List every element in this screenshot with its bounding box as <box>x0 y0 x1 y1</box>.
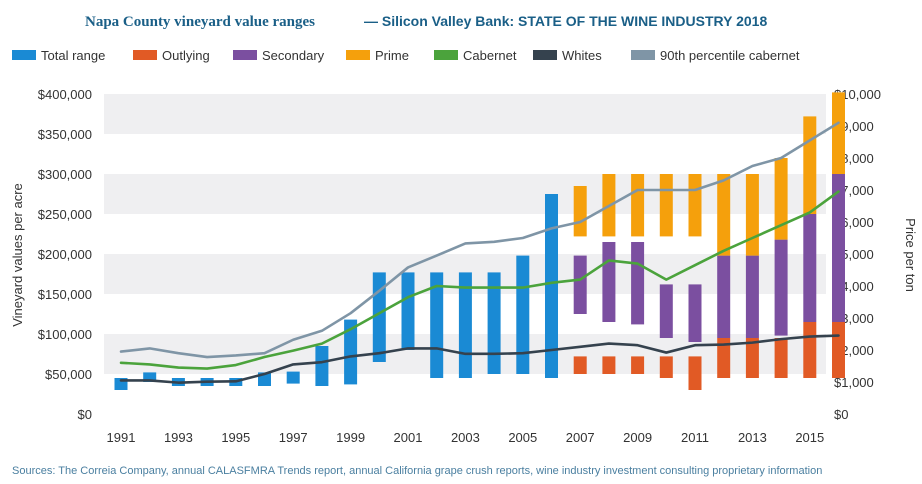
prime-bar <box>573 186 587 237</box>
x-tick-label: 1993 <box>164 430 193 445</box>
x-axis-ticks: 1991 1993 1995 1997 1999 2001 2003 2005 2007 2009… <box>107 430 825 445</box>
right-axis-label: Price per ton <box>903 218 918 292</box>
secondary-bar <box>688 284 702 342</box>
left-tick-label: $400,000 <box>38 87 92 102</box>
total-range-bar <box>430 272 444 378</box>
outlying-bar <box>659 356 673 378</box>
secondary-bar <box>602 242 616 322</box>
total-range-bar <box>516 255 530 374</box>
prime-bar <box>774 158 788 240</box>
legend-label: Outlying <box>162 48 210 63</box>
x-tick-label: 2009 <box>623 430 652 445</box>
cabernet-line <box>119 190 840 370</box>
legend-label: 90th percentile cabernet <box>660 48 800 63</box>
secondary-bar <box>631 242 645 325</box>
legend-swatch <box>133 50 157 60</box>
legend-swatch <box>233 50 257 60</box>
left-tick-label: $200,000 <box>38 247 92 262</box>
chart-subtitle: — Silicon Valley Bank: STATE OF THE WINE… <box>364 13 767 29</box>
total-range-bar <box>315 346 329 386</box>
cabernet-90th-line <box>119 121 840 359</box>
secondary-bar <box>745 255 759 338</box>
left-tick-label: $300,000 <box>38 167 92 182</box>
background-band <box>104 174 826 214</box>
total-range-bar <box>458 272 472 378</box>
prime-bar <box>659 174 673 237</box>
left-tick-label: $0 <box>78 407 92 422</box>
outlying-bar <box>602 356 616 374</box>
secondary-bar <box>659 284 673 338</box>
prime-bar <box>631 174 645 237</box>
secondary-bar <box>774 239 788 336</box>
legend: Total range Outlying Secondary Prime Caberne… <box>12 48 800 63</box>
secondary-bar <box>803 214 817 322</box>
outlying-bar <box>745 338 759 378</box>
outlying-bar <box>832 322 845 378</box>
left-axis-ticks: $0 $50,000 $100,000 $150,000 $200,000 $250,00… <box>38 87 92 422</box>
legend-label: Cabernet <box>463 48 517 63</box>
background-band <box>104 214 826 254</box>
legend-label: Secondary <box>262 48 325 63</box>
background-band <box>104 134 826 174</box>
prime-bar <box>745 174 759 256</box>
legend-swatch <box>346 50 370 60</box>
prime-bar <box>688 174 702 237</box>
left-tick-label: $150,000 <box>38 287 92 302</box>
background-band <box>104 94 826 134</box>
total-range-bar <box>487 272 501 374</box>
legend-label: Total range <box>41 48 105 63</box>
outlying-bar <box>688 356 702 390</box>
total-range-bar <box>286 371 300 384</box>
x-tick-label: 1999 <box>336 430 365 445</box>
outlying-bar <box>631 356 645 374</box>
prime-bar <box>803 116 817 214</box>
x-tick-label: 2001 <box>394 430 423 445</box>
outlying-bar <box>803 322 817 378</box>
legend-swatch <box>12 50 36 60</box>
left-tick-label: $250,000 <box>38 207 92 222</box>
x-tick-label: 2007 <box>566 430 595 445</box>
left-axis-label: Vineyard values per acre <box>10 183 25 327</box>
prime-bar <box>717 174 731 256</box>
right-tick-label: $1,000 <box>834 375 874 390</box>
right-tick-label: $10,000 <box>834 87 881 102</box>
x-tick-label: 2013 <box>738 430 767 445</box>
x-tick-label: 2005 <box>508 430 537 445</box>
x-tick-label: 1995 <box>221 430 250 445</box>
prime-bar <box>832 92 845 174</box>
x-tick-label: 1991 <box>107 430 136 445</box>
legend-label: Prime <box>375 48 409 63</box>
legend-swatch <box>434 50 458 60</box>
outlying-bar <box>573 356 587 374</box>
total-range-bar <box>344 319 358 385</box>
secondary-bar <box>573 255 587 314</box>
left-tick-label: $50,000 <box>45 367 92 382</box>
legend-label: Whites <box>562 48 602 63</box>
total-range-bar <box>401 272 415 350</box>
outlying-bar <box>717 338 731 378</box>
secondary-bar <box>832 174 845 322</box>
left-tick-label: $350,000 <box>38 127 92 142</box>
x-tick-label: 2011 <box>681 430 709 445</box>
left-tick-label: $100,000 <box>38 327 92 342</box>
legend-swatch <box>533 50 557 60</box>
x-tick-label: 1997 <box>279 430 308 445</box>
total-range-bar <box>143 372 157 382</box>
legend-swatch <box>631 50 655 60</box>
right-tick-label: $0 <box>834 407 848 422</box>
total-range-bar <box>545 194 558 378</box>
chart-title: Napa County vineyard value ranges <box>85 14 315 30</box>
x-tick-label: 2003 <box>451 430 480 445</box>
whites-line <box>119 334 840 384</box>
secondary-bar <box>717 255 731 338</box>
x-tick-label: 2015 <box>795 430 824 445</box>
source-note: Sources: The Correia Company, annual CAL… <box>12 465 822 477</box>
price-lines <box>119 121 840 384</box>
outlying-bar <box>774 338 788 378</box>
